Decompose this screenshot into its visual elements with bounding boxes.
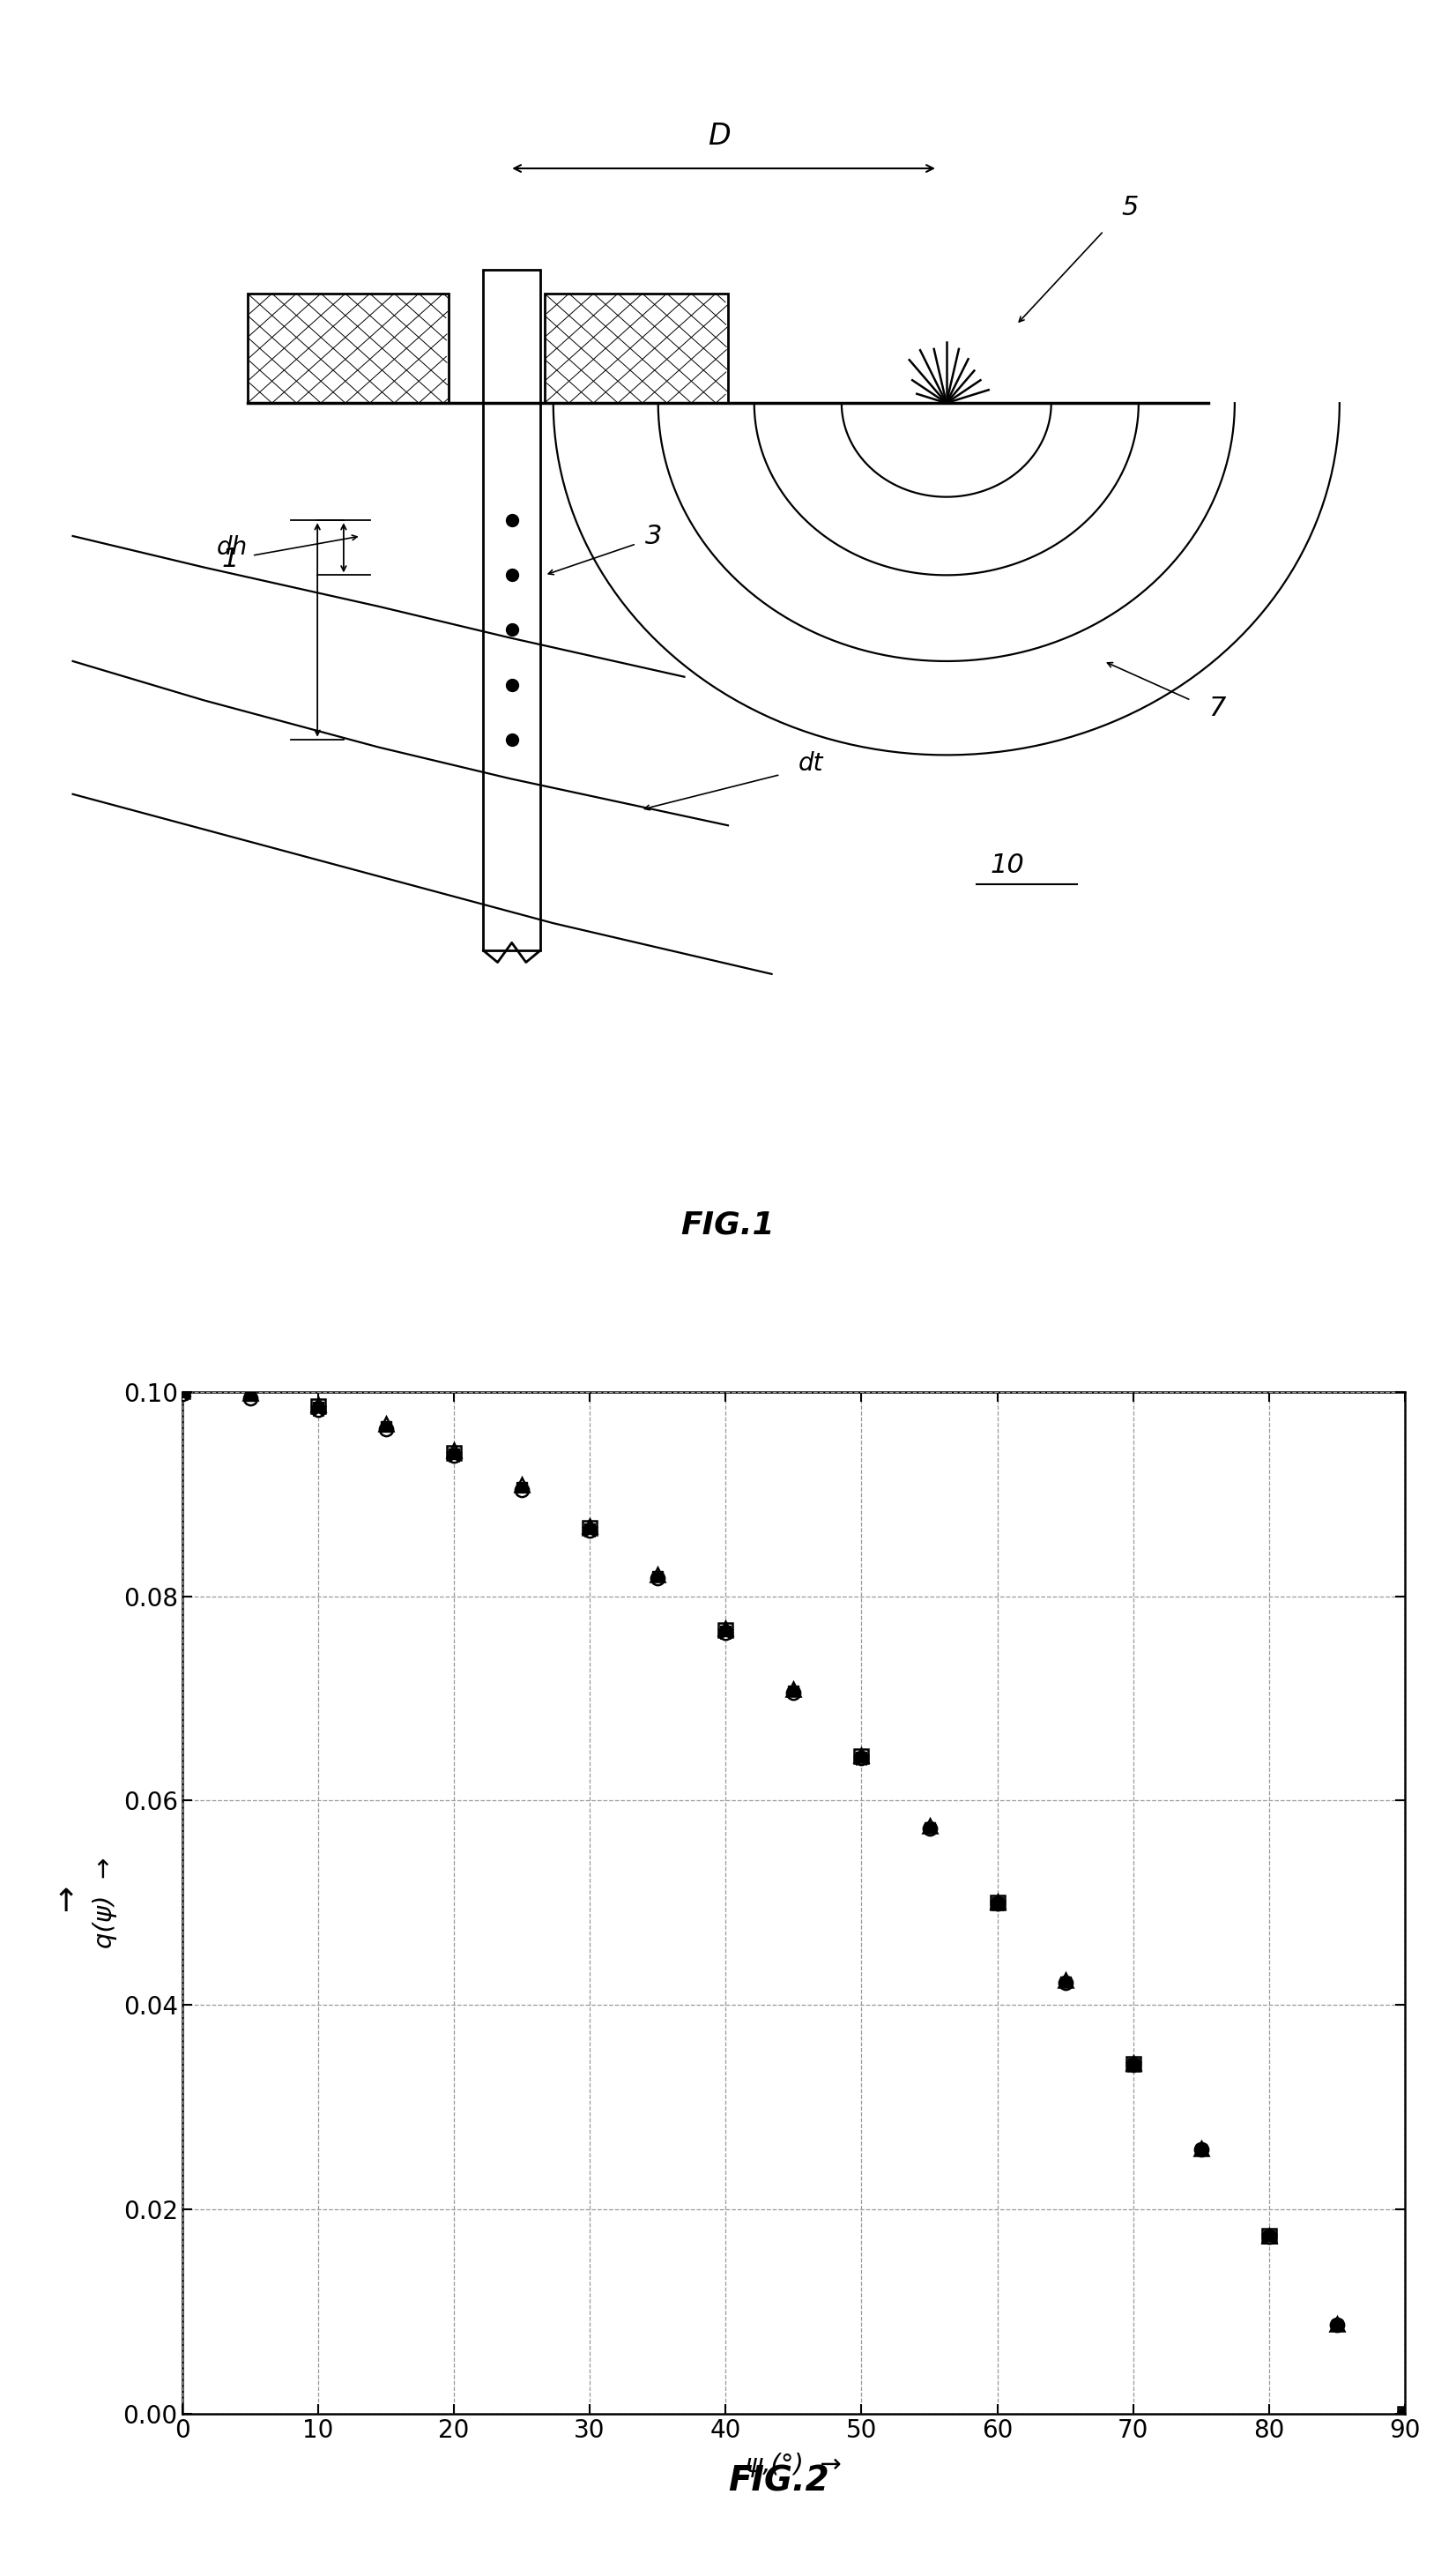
Text: 1: 1 [221, 547, 239, 572]
Text: FIG.1: FIG.1 [681, 1211, 775, 1241]
Text: dt: dt [798, 751, 823, 776]
X-axis label: ψ,(°)  →: ψ,(°) → [745, 2452, 842, 2477]
Text: D: D [708, 123, 731, 151]
Text: 5: 5 [1121, 194, 1139, 220]
Y-axis label: q(ψ)  →: q(ψ) → [92, 1857, 116, 1949]
Text: dh: dh [217, 536, 248, 559]
Text: 7: 7 [1208, 695, 1226, 720]
Text: FIG.2: FIG.2 [728, 2465, 830, 2498]
Text: ↑: ↑ [52, 1887, 79, 1918]
Text: 10: 10 [990, 853, 1024, 879]
Text: 3: 3 [645, 524, 662, 549]
Bar [545, 294, 728, 404]
Bar [483, 271, 540, 950]
Bar [248, 294, 448, 404]
